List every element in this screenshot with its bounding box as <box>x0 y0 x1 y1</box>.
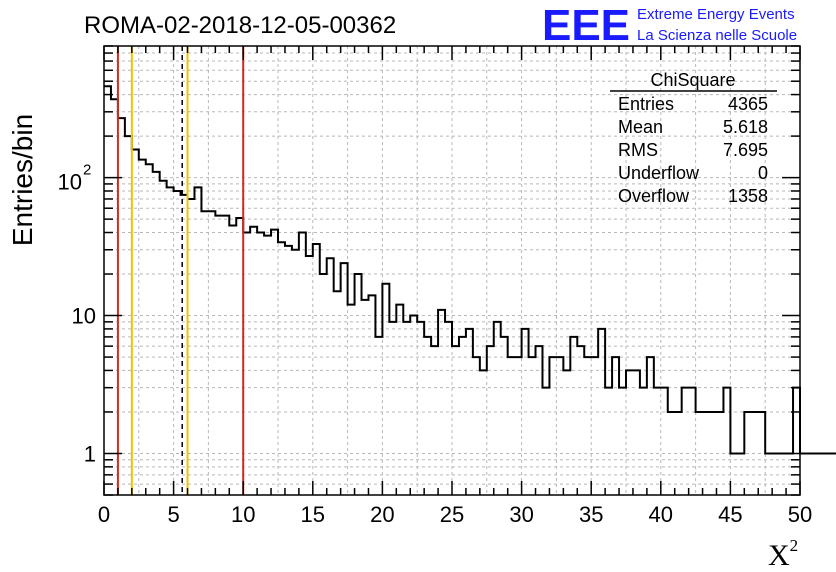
stats-row-value: 4365 <box>728 94 768 114</box>
x-tick-label: 20 <box>370 502 394 527</box>
histogram-outline <box>104 85 836 455</box>
y-tick-label-exponent: 2 <box>83 162 91 179</box>
eee-logo: EEE Extreme Energy Events La Scienza nel… <box>542 1 797 50</box>
x-tick-label: 0 <box>98 502 110 527</box>
x-tick-label: 15 <box>301 502 325 527</box>
y-tick-label: 10 <box>72 304 96 329</box>
y-tick-label: 1 <box>84 441 96 466</box>
chart-title: ROMA-02-2018-12-05-00362 <box>84 12 396 39</box>
stats-row-label: Entries <box>618 94 674 114</box>
x-tick-label: 30 <box>509 502 533 527</box>
eee-logo-line2: La Scienza nelle Scuole <box>637 27 797 44</box>
stats-box: ChiSquare Entries 4365 Mean 5.618 RMS 7.695 Un… <box>610 70 777 206</box>
histogram-bars <box>104 85 836 455</box>
stats-box-title: ChiSquare <box>650 70 735 90</box>
x-tick-label: 45 <box>718 502 742 527</box>
x-tick-label: 40 <box>649 502 673 527</box>
stats-row-label: Overflow <box>618 186 690 206</box>
x-tick-label: 35 <box>579 502 603 527</box>
stats-row-value: 0 <box>758 163 768 183</box>
stats-row-value: 7.695 <box>723 140 768 160</box>
stats-row-label: Mean <box>618 117 663 137</box>
x-tick-label: 50 <box>788 502 812 527</box>
y-tick-label: 10 <box>58 170 82 195</box>
stats-row-label: RMS <box>618 140 658 160</box>
stats-row-value: 1358 <box>728 186 768 206</box>
threshold-lines <box>116 46 245 495</box>
y-axis-label: Entries/bin <box>7 114 38 246</box>
stats-box-rows: Entries 4365 Mean 5.618 RMS 7.695 Underflow 0 Ov… <box>618 94 768 206</box>
grid-lines <box>104 46 800 495</box>
stats-row-label: Underflow <box>618 163 700 183</box>
x-tick-label: 5 <box>167 502 179 527</box>
eee-logo-line1: Extreme Energy Events <box>637 6 795 23</box>
x-axis-ticks: 0 5 10 15 20 25 30 35 40 45 50 <box>98 46 812 527</box>
x-tick-label: 25 <box>440 502 464 527</box>
x-tick-label: 10 <box>231 502 255 527</box>
x-axis-label: X2 <box>768 536 798 572</box>
eee-logo-mark: EEE <box>542 1 630 50</box>
stats-row-value: 5.618 <box>723 117 768 137</box>
